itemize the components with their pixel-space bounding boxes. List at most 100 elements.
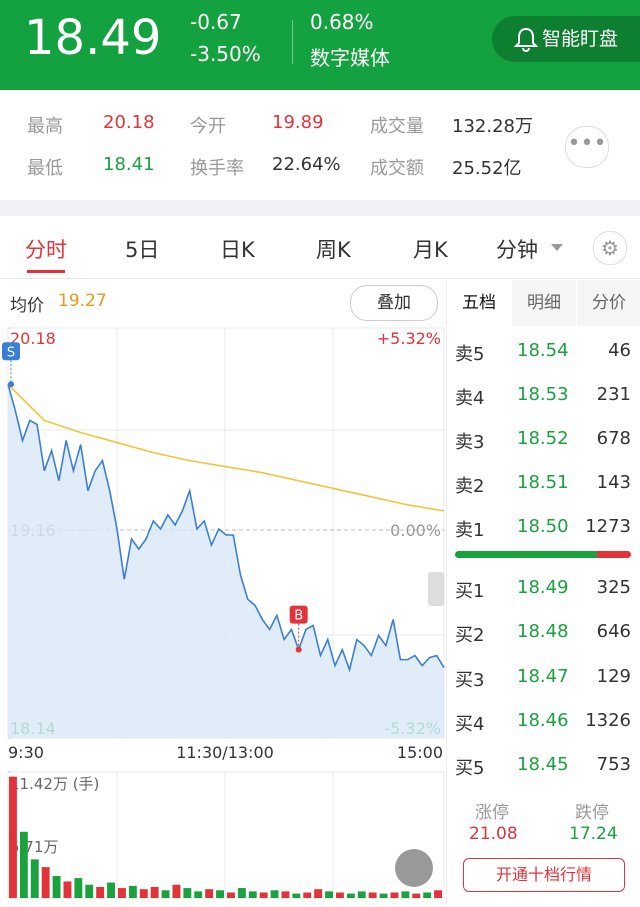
tab[interactable]: 分钟: [496, 238, 538, 262]
limit-up-label: 涨停: [475, 803, 509, 823]
price: 18.49: [24, 10, 162, 66]
change-pct: -3.50%: [190, 42, 261, 66]
x-tick-label: 9:30: [8, 743, 44, 762]
stat-label: 换手率: [190, 158, 244, 179]
book-price: 18.51: [517, 472, 569, 493]
gap: [0, 200, 640, 216]
book-volume: 753: [596, 754, 631, 776]
book-label: 卖5: [455, 344, 485, 365]
stat-value: 18.41: [103, 154, 155, 175]
x-tick-label: 15:00: [397, 743, 443, 762]
overlay-button[interactable]: 叠加: [350, 285, 438, 321]
book-volume: 678: [596, 428, 631, 449]
volume-bar: [227, 892, 235, 898]
tab[interactable]: 月K: [413, 238, 448, 262]
volume-bar: [161, 890, 170, 898]
more-button[interactable]: •••: [565, 126, 609, 168]
book-price: 18.49: [517, 577, 569, 598]
turnover: 0.68%: [310, 10, 374, 34]
volume-bar: [139, 889, 148, 898]
volume-bar: [336, 892, 344, 898]
volume-bar: [128, 885, 137, 898]
book-label: 买2: [455, 625, 485, 647]
volume-bar: [19, 831, 28, 898]
book-price: 18.52: [517, 428, 569, 449]
volume-bar: [423, 892, 432, 898]
y-tick-label: 20.18: [10, 329, 56, 348]
settings-button[interactable]: ⚙: [593, 231, 627, 265]
volume-bar: [379, 893, 388, 898]
book-tab[interactable]: 分价: [577, 280, 640, 326]
fullscreen-button[interactable]: [395, 849, 433, 887]
tab[interactable]: 5日: [125, 238, 160, 262]
volume-bar: [9, 776, 17, 898]
stat-value: 22.64%: [272, 154, 341, 175]
book-volume: 1326: [585, 709, 631, 731]
volume-bar: [172, 884, 181, 898]
avg-line: [7, 383, 445, 512]
stat-label: 最高: [27, 116, 63, 137]
stat-label: 成交额: [370, 158, 424, 179]
book-price: 18.47: [517, 665, 569, 687]
bell-icon: [514, 27, 538, 52]
volume-bar: [259, 892, 268, 898]
tab-underline: [27, 270, 65, 273]
intraday-chart: 20.18+5.32%19.160.00%18.14-5.32%9:3011:3…: [2, 327, 445, 899]
volume-bar: [205, 889, 214, 898]
volume-bar: [183, 888, 192, 898]
book-label: 卖2: [455, 476, 485, 497]
book-volume: 1273: [585, 516, 631, 537]
stat-label: 成交量: [370, 116, 424, 137]
trade-badge: [2, 342, 20, 361]
book-volume: 231: [596, 384, 631, 405]
limit-down: 17.24: [569, 824, 618, 844]
volume-bar: [150, 886, 159, 898]
expand-handle[interactable]: [428, 572, 444, 606]
book-volume: 143: [596, 472, 631, 493]
volume-bar: [412, 893, 421, 898]
volume-bar: [63, 881, 72, 898]
volume-bar: [303, 892, 312, 898]
volume-tick-label: 11.42万 (手): [10, 775, 99, 793]
book-tab[interactable]: 五档: [447, 280, 511, 326]
book-label: 卖3: [455, 432, 485, 453]
watch-button[interactable]: 智能盯盘: [492, 16, 640, 62]
volume-bar: [41, 867, 50, 898]
volume-bar: [368, 892, 377, 898]
tabs: 分时 5日 日K 周K 月K 分钟: [0, 216, 640, 279]
dropdown-arrow: [551, 244, 563, 257]
book-price: 18.46: [517, 709, 569, 731]
stat-value: 20.18: [103, 112, 155, 133]
avg-label: 均价: [10, 296, 44, 316]
book-label: 买5: [455, 758, 485, 780]
limit-down-label: 跌停: [575, 803, 609, 823]
tab[interactable]: 周K: [316, 238, 351, 262]
volume-bar: [357, 891, 366, 898]
book-tab[interactable]: 明细: [512, 280, 576, 326]
volume-bar: [270, 890, 279, 898]
tab[interactable]: 分时: [25, 238, 67, 262]
tab[interactable]: 日K: [220, 238, 255, 262]
book-volume: 646: [596, 621, 631, 643]
volume-bar: [30, 859, 39, 898]
volume-bar: [390, 892, 399, 898]
volume-bar: [434, 890, 442, 898]
book-price: 18.45: [517, 754, 569, 776]
stat-label: 最低: [27, 158, 63, 179]
volume-bar: [216, 890, 224, 898]
volume-bar: [85, 884, 94, 898]
trade-dot: [8, 381, 14, 388]
trade-badge-label: S: [7, 345, 15, 360]
upgrade-button[interactable]: 开通十档行情: [463, 858, 625, 892]
volume-bar: [194, 891, 203, 898]
volume-bar: [314, 889, 323, 898]
book-volume: 325: [596, 577, 631, 598]
order-book: 五档 明细 分价 卖5 18.54 46 卖4 18.53 231 卖3 18.52 678 卖2 18.…: [446, 280, 640, 907]
stat-label: 今开: [190, 116, 226, 137]
book-label: 卖4: [455, 388, 485, 409]
volume-bar: [107, 882, 115, 898]
book-price: 18.48: [517, 621, 569, 643]
volume-bar: [292, 893, 301, 898]
volume-bar: [52, 875, 61, 898]
